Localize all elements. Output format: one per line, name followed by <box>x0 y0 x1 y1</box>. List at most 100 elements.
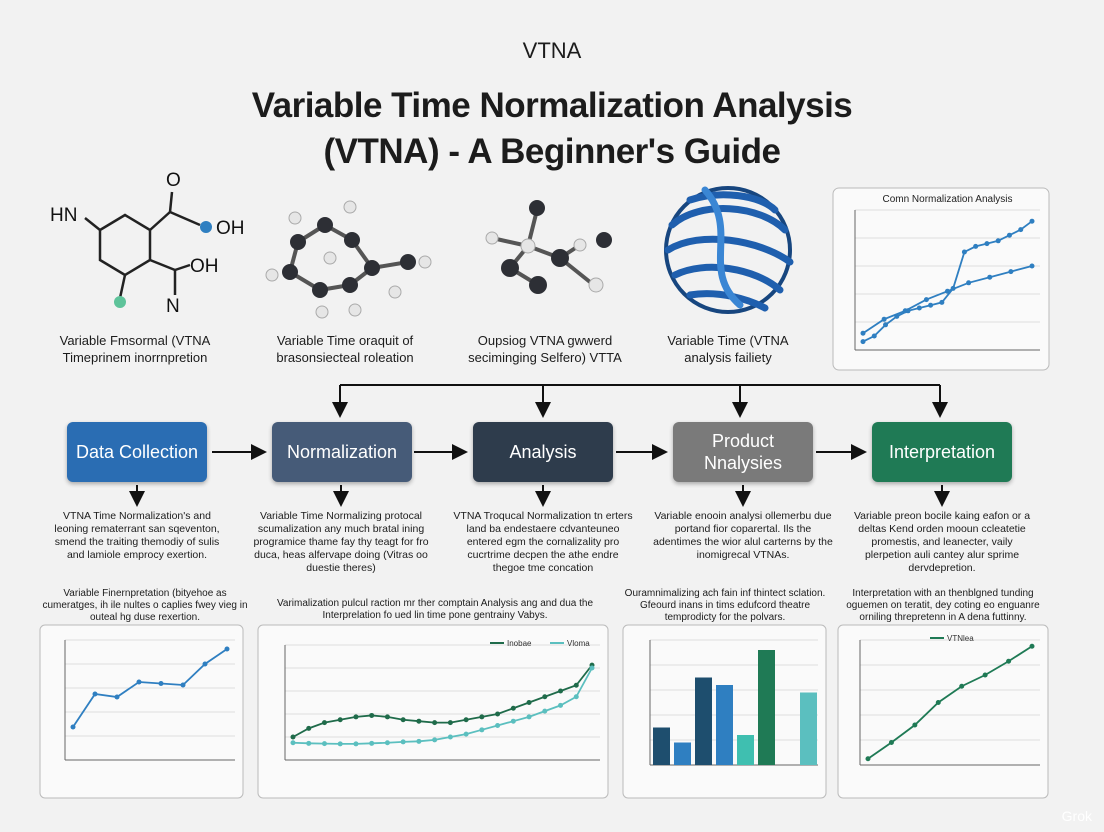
flow-step: Product Nnalysies <box>673 422 813 482</box>
point <box>369 740 375 746</box>
point <box>510 718 516 724</box>
point <box>321 741 327 747</box>
chart-frame <box>832 187 1050 371</box>
point <box>337 741 343 747</box>
step-description: Variable enooin analysi ollemerbu due po… <box>653 510 833 561</box>
point <box>1029 218 1035 224</box>
atom <box>200 221 212 233</box>
point <box>573 682 579 688</box>
bar <box>674 742 691 765</box>
point <box>883 322 889 328</box>
caption-line: Variable Time oraquit of <box>276 333 414 348</box>
flow-step: Normalization <box>272 422 412 482</box>
caption-line: analysis failiety <box>684 350 772 365</box>
point <box>479 727 485 733</box>
chart-title: Comn Normalization Analysis <box>882 194 1012 205</box>
atom <box>114 296 126 308</box>
point <box>290 740 296 746</box>
point <box>369 712 375 718</box>
caption-line: brasonsiecteal roleation <box>276 350 414 365</box>
line-series <box>867 645 1033 760</box>
point <box>950 285 956 291</box>
bar <box>758 650 775 765</box>
flow-step: Data Collection <box>67 422 207 482</box>
point <box>479 714 485 720</box>
point <box>1006 658 1012 664</box>
flow-step: Interpretation <box>872 422 1012 482</box>
line-series <box>292 667 593 745</box>
point <box>510 705 516 711</box>
point <box>542 694 548 700</box>
title: Variable Time Normalization Analysis <box>251 86 853 125</box>
point <box>982 672 988 678</box>
point <box>959 683 965 689</box>
atom-label: OH <box>216 218 245 239</box>
point <box>114 694 120 700</box>
section-text: Ouramnimalizing ach fain inf thintect sc… <box>624 588 826 623</box>
section-text: Varimalization pulcul raction mr ther co… <box>276 598 594 621</box>
point <box>935 700 941 705</box>
flow-step: Analysis <box>473 422 613 482</box>
point <box>384 714 390 720</box>
molecule-structure <box>84 191 201 299</box>
point <box>202 661 208 667</box>
point <box>905 308 911 314</box>
point <box>463 731 469 737</box>
point <box>416 718 422 724</box>
point <box>1029 263 1035 269</box>
step-description: Variable Time Normalizing protocal scuma… <box>253 510 429 574</box>
caption-line: Timeprinem inorrnpretion <box>62 350 208 365</box>
flow-connectors <box>129 384 950 507</box>
point <box>447 734 453 740</box>
point <box>136 679 142 685</box>
point <box>928 302 934 308</box>
atom-label: N <box>166 296 180 317</box>
point <box>321 720 327 726</box>
caption-line: seciminging Selfero) VTTA <box>468 350 622 365</box>
point <box>888 740 894 745</box>
point <box>526 714 532 720</box>
legend-label: Vloma <box>567 639 590 648</box>
caption-line: Oupsiog VTNA gwwerd <box>477 333 613 348</box>
point <box>306 740 312 746</box>
point <box>1029 643 1035 649</box>
bar <box>695 677 712 765</box>
atom-label: HN <box>50 205 78 226</box>
atom-label: O <box>166 170 181 191</box>
protein-ribbon <box>664 186 794 314</box>
section-text: Variable Finernpretation (bityehoe as cu… <box>42 588 248 623</box>
step-description: Variable preon bocile kaing eafon or a d… <box>853 510 1031 574</box>
caption-line: Variable Fmsormal (VTNA <box>59 333 211 348</box>
step-description: VTNA Troqucal Normalization tn erters la… <box>453 510 633 574</box>
point <box>881 316 887 322</box>
point <box>542 708 548 714</box>
point <box>306 725 312 731</box>
point <box>1008 269 1014 275</box>
point <box>894 313 900 319</box>
point <box>495 723 501 728</box>
line-series <box>862 220 1033 343</box>
point <box>995 238 1001 244</box>
section-text: Interpretation with an thenblgned tundin… <box>846 588 1040 623</box>
kicker: VTNA <box>522 38 582 63</box>
point <box>916 305 922 311</box>
point <box>984 241 990 247</box>
title: (VTNA) - A Beginner's Guide <box>323 132 781 171</box>
bar <box>800 692 817 765</box>
point <box>70 724 76 730</box>
point <box>384 740 390 746</box>
point <box>526 700 532 705</box>
line-series <box>72 648 228 728</box>
point <box>432 720 438 726</box>
point <box>923 297 929 303</box>
atoms <box>265 200 432 319</box>
point <box>558 702 564 708</box>
caption: Variable Time oraquit of brasonsiecteal r… <box>245 332 445 366</box>
point <box>495 711 501 717</box>
legend-label: VTNlea <box>947 634 974 643</box>
point <box>447 720 453 726</box>
legend-label: Inobae <box>507 639 532 648</box>
point <box>158 681 164 686</box>
